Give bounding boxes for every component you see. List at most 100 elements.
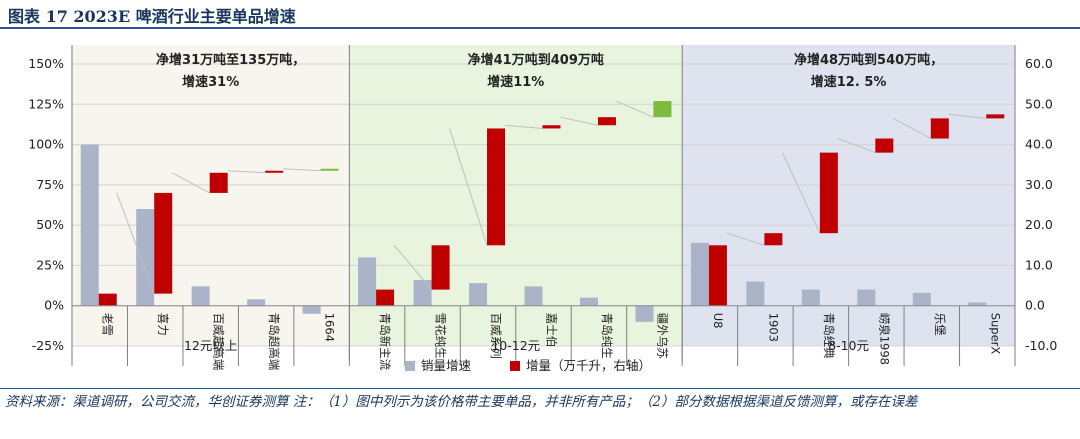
category-label: U8: [711, 313, 725, 329]
volume-growth-bar: [413, 279, 432, 306]
increment-bar: [764, 233, 783, 246]
waterfall-connector: [504, 124, 543, 129]
group-annotation: 净增31万吨至135万吨，: [156, 52, 305, 68]
legend-label: 增量（万千升，右轴）: [526, 358, 651, 373]
category-label: 青岛纯生: [600, 313, 614, 359]
increment-bar: [930, 118, 949, 139]
increment-bar: [265, 170, 284, 173]
volume-growth-bar: [635, 305, 654, 322]
legend-swatch-volume: [405, 361, 415, 371]
waterfall-connector: [393, 244, 432, 290]
increment-bar: [875, 138, 894, 153]
waterfall-connector: [227, 170, 266, 174]
category-label: 青岛超高端: [267, 313, 281, 371]
bar-chart: -25% 0% 25% 50% 75% 100% 125% 150% -10.0 0.0 10.0 2…: [28, 45, 1057, 373]
category-label: 1903: [766, 313, 780, 342]
category-label: 青岛新主流: [378, 313, 392, 371]
figure-title: 图表 17 2023E 啤酒行业主要单品增速: [8, 7, 296, 26]
category-label: 喜力: [156, 313, 170, 336]
category-label: SuperX: [988, 313, 1002, 355]
increment-bar: [376, 289, 395, 306]
volume-growth-bar: [469, 283, 488, 306]
right-axis-tick-label: -10.0: [1025, 338, 1057, 353]
volume-growth-bar: [247, 299, 266, 306]
volume-growth-bar: [857, 289, 876, 306]
increment-bar: [819, 152, 838, 234]
waterfall-connector: [893, 117, 932, 139]
right-axis-tick-label: 50.0: [1025, 96, 1053, 111]
group-annotation: 增速12. 5%: [811, 74, 887, 90]
waterfall-connector: [560, 116, 599, 126]
right-axis-tick-label: 60.0: [1025, 56, 1053, 71]
increment-bar: [431, 245, 450, 290]
group-label: 10-12元: [491, 338, 540, 353]
increment-bar: [320, 168, 339, 171]
category-label: 嘉士伯: [545, 313, 559, 348]
waterfall-connector: [781, 152, 821, 234]
category-label: 百威系列: [489, 313, 503, 359]
waterfall-connector: [116, 192, 155, 294]
left-axis-tick-label: 150%: [28, 56, 64, 71]
increment-bar: [542, 125, 561, 129]
category-label: 百威超高端: [212, 313, 226, 371]
group-annotation: 净增41万吨到409万吨: [468, 52, 604, 68]
category-label: 崂泉1998: [877, 313, 891, 365]
legend-label: 销量增速: [421, 358, 472, 373]
waterfall-connector: [948, 113, 987, 119]
left-axis-tick-label: 0%: [44, 298, 64, 313]
left-axis-tick-label: 100%: [28, 137, 64, 152]
group-background: [682, 45, 1015, 346]
right-axis-tick-label: 30.0: [1025, 177, 1053, 192]
volume-growth-bar: [191, 286, 210, 306]
category-label: 乐堡: [933, 313, 947, 336]
volume-growth-bar: [746, 281, 765, 306]
increment-bar: [708, 245, 727, 306]
category-label: 1664: [323, 313, 337, 342]
waterfall-connector: [726, 232, 765, 246]
increment-bar: [597, 117, 616, 126]
volume-growth-bar: [80, 144, 99, 306]
increment-bar: [209, 172, 228, 193]
title-divider: [0, 27, 1080, 29]
volume-growth-bar: [302, 305, 321, 314]
volume-growth-bar: [801, 289, 820, 306]
source-note: 资料来源：渠道调研，公司交流，华创证券测算 注：（1）图中列示为该价格带主要单品…: [5, 394, 918, 410]
volume-growth-bar: [912, 292, 931, 306]
waterfall-connector: [171, 172, 210, 194]
category-label: 雪花纯生: [434, 313, 448, 359]
group-label: 12元以上: [184, 338, 237, 353]
category-label: 青岛经典: [822, 313, 836, 359]
group-label: 8-10元: [828, 338, 869, 353]
group-annotation: 净增48万吨到540万吨，: [794, 52, 943, 68]
left-axis-tick-label: 50%: [36, 217, 64, 232]
volume-growth-bar: [358, 257, 377, 306]
group-background: [349, 45, 683, 346]
increment-bar: [487, 128, 506, 246]
left-axis-tick-label: 125%: [28, 96, 64, 111]
waterfall-connector: [449, 128, 488, 246]
increment-bar: [986, 114, 1005, 119]
waterfall-connector: [837, 138, 876, 154]
right-axis-tick-label: 40.0: [1025, 137, 1053, 152]
left-axis-tick-label: 25%: [36, 257, 64, 272]
left-axis-tick-label: -25%: [32, 338, 64, 353]
right-axis-tick-label: 0.0: [1025, 298, 1045, 313]
volume-growth-bar: [524, 286, 543, 306]
waterfall-connector: [283, 168, 321, 172]
volume-growth-bar: [136, 209, 155, 306]
group-annotation: 增速31%: [182, 74, 239, 90]
group-annotation: 增速11%: [487, 74, 544, 90]
waterfall-connector: [615, 100, 654, 118]
right-axis-tick-label: 10.0: [1025, 257, 1053, 272]
volume-growth-bar: [579, 297, 598, 306]
left-axis-tick-label: 75%: [36, 177, 64, 192]
increment-bar: [98, 293, 117, 306]
right-axis-tick-label: 20.0: [1025, 217, 1053, 232]
legend-swatch-increment: [510, 361, 520, 371]
category-label: 疆外乌苏: [655, 313, 669, 359]
increment-bar: [653, 101, 672, 118]
category-label: 老雪: [101, 313, 115, 336]
source-divider: [0, 388, 1080, 389]
increment-bar: [154, 192, 173, 294]
volume-growth-bar: [690, 242, 709, 306]
